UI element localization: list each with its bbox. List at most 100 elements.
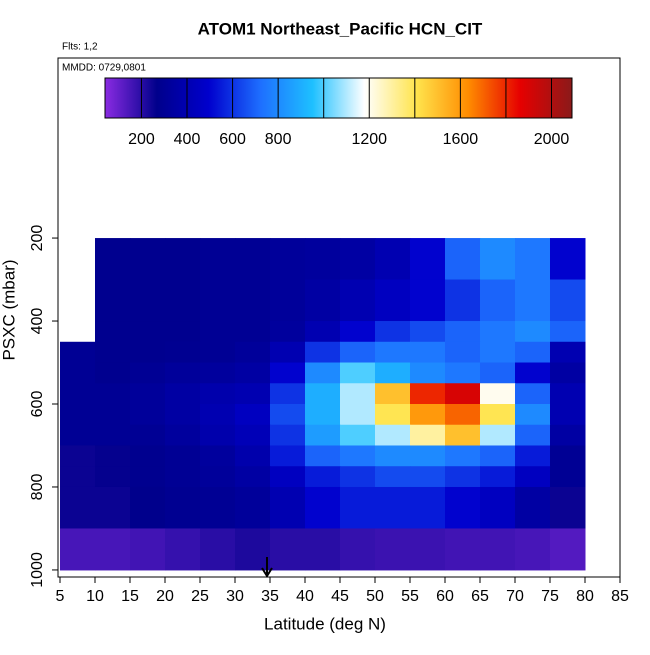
- heat-cell: [305, 362, 341, 384]
- heat-cell: [95, 445, 131, 467]
- heat-cell: [445, 404, 481, 426]
- heat-cell: [130, 466, 166, 488]
- heat-cell: [410, 404, 446, 426]
- heat-cell: [95, 383, 131, 405]
- heat-cell: [480, 445, 516, 467]
- heat-cell: [515, 445, 551, 467]
- heat-cell: [200, 321, 236, 343]
- heat-cell: [130, 486, 166, 529]
- colorbar: [104, 77, 573, 119]
- heat-cell: [235, 341, 271, 364]
- heat-cell: [270, 383, 306, 405]
- heatmap: [60, 238, 586, 571]
- x-tick-label: 30: [226, 588, 244, 605]
- colorbar-tick-label: 600: [219, 131, 246, 148]
- heat-cell: [235, 238, 271, 281]
- heat-cell: [375, 404, 411, 426]
- x-tick-label: 10: [86, 588, 104, 605]
- heat-cell: [235, 445, 271, 467]
- heat-cell: [550, 279, 586, 322]
- y-tick-label: 600: [29, 391, 46, 418]
- heat-cell: [340, 341, 376, 364]
- heat-cell: [95, 341, 131, 364]
- heat-cell: [200, 362, 236, 384]
- heat-cell: [130, 341, 166, 364]
- marker-arrow: [261, 557, 273, 578]
- heat-cell: [480, 279, 516, 322]
- heat-cell: [95, 279, 131, 322]
- heat-cell: [130, 383, 166, 405]
- x-tick-label: 50: [366, 588, 384, 605]
- heat-cell: [445, 341, 481, 364]
- heat-cell: [550, 321, 586, 343]
- heat-cell: [95, 362, 131, 384]
- heat-cell: [235, 528, 271, 571]
- heat-cell: [550, 383, 586, 405]
- heat-cell: [165, 362, 201, 384]
- heat-cell: [550, 466, 586, 488]
- heat-cell: [305, 341, 341, 364]
- heat-cell: [60, 486, 96, 529]
- heat-cell: [445, 383, 481, 405]
- heat-cell: [480, 321, 516, 343]
- colorbar-tick-label: 1600: [443, 131, 479, 148]
- y-tick-label: 800: [29, 474, 46, 501]
- heat-cell: [235, 362, 271, 384]
- heat-cell: [305, 486, 341, 529]
- heat-cell: [130, 362, 166, 384]
- heat-cell: [410, 424, 446, 446]
- heat-cell: [200, 466, 236, 488]
- heat-cell: [270, 279, 306, 322]
- heat-cell: [165, 279, 201, 322]
- heat-cell: [515, 238, 551, 281]
- heat-cell: [550, 238, 586, 281]
- heat-cell: [375, 321, 411, 343]
- heat-cell: [410, 528, 446, 571]
- heat-cell: [270, 321, 306, 343]
- heat-cell: [200, 341, 236, 364]
- heat-cell: [445, 279, 481, 322]
- heat-cell: [60, 362, 96, 384]
- x-tick-label: 85: [611, 588, 629, 605]
- heat-cell: [200, 424, 236, 446]
- heat-cell: [95, 528, 131, 571]
- heat-cell: [165, 528, 201, 571]
- heat-cell: [445, 424, 481, 446]
- heat-cell: [200, 486, 236, 529]
- heat-cell: [235, 486, 271, 529]
- heat-cell: [340, 238, 376, 281]
- heat-cell: [445, 321, 481, 343]
- heat-cell: [515, 528, 551, 571]
- heat-cell: [165, 321, 201, 343]
- heat-cell: [515, 362, 551, 384]
- heat-cell: [270, 341, 306, 364]
- heat-cell: [305, 424, 341, 446]
- heat-cell: [305, 528, 341, 571]
- heat-cell: [515, 321, 551, 343]
- heat-cell: [445, 486, 481, 529]
- heat-cell: [130, 445, 166, 467]
- heat-cell: [480, 466, 516, 488]
- heat-cell: [480, 238, 516, 281]
- heat-cell: [515, 424, 551, 446]
- heat-cell: [445, 238, 481, 281]
- heat-cell: [235, 383, 271, 405]
- y-tick-label: 200: [29, 225, 46, 252]
- heat-cell: [410, 466, 446, 488]
- heat-cell: [340, 383, 376, 405]
- x-tick-label: 65: [471, 588, 489, 605]
- chart-title: ATOM1 Northeast_Pacific HCN_CIT: [198, 19, 483, 38]
- heat-cell: [375, 528, 411, 571]
- heat-cell: [305, 466, 341, 488]
- heat-cell: [235, 424, 271, 446]
- x-tick-label: 35: [261, 588, 279, 605]
- heat-cell: [480, 404, 516, 426]
- heat-cell: [515, 486, 551, 529]
- x-tick-label: 5: [56, 588, 65, 605]
- heat-cell: [340, 321, 376, 343]
- heat-cell: [200, 383, 236, 405]
- heat-cell: [60, 528, 96, 571]
- heat-cell: [550, 362, 586, 384]
- heat-cell: [270, 528, 306, 571]
